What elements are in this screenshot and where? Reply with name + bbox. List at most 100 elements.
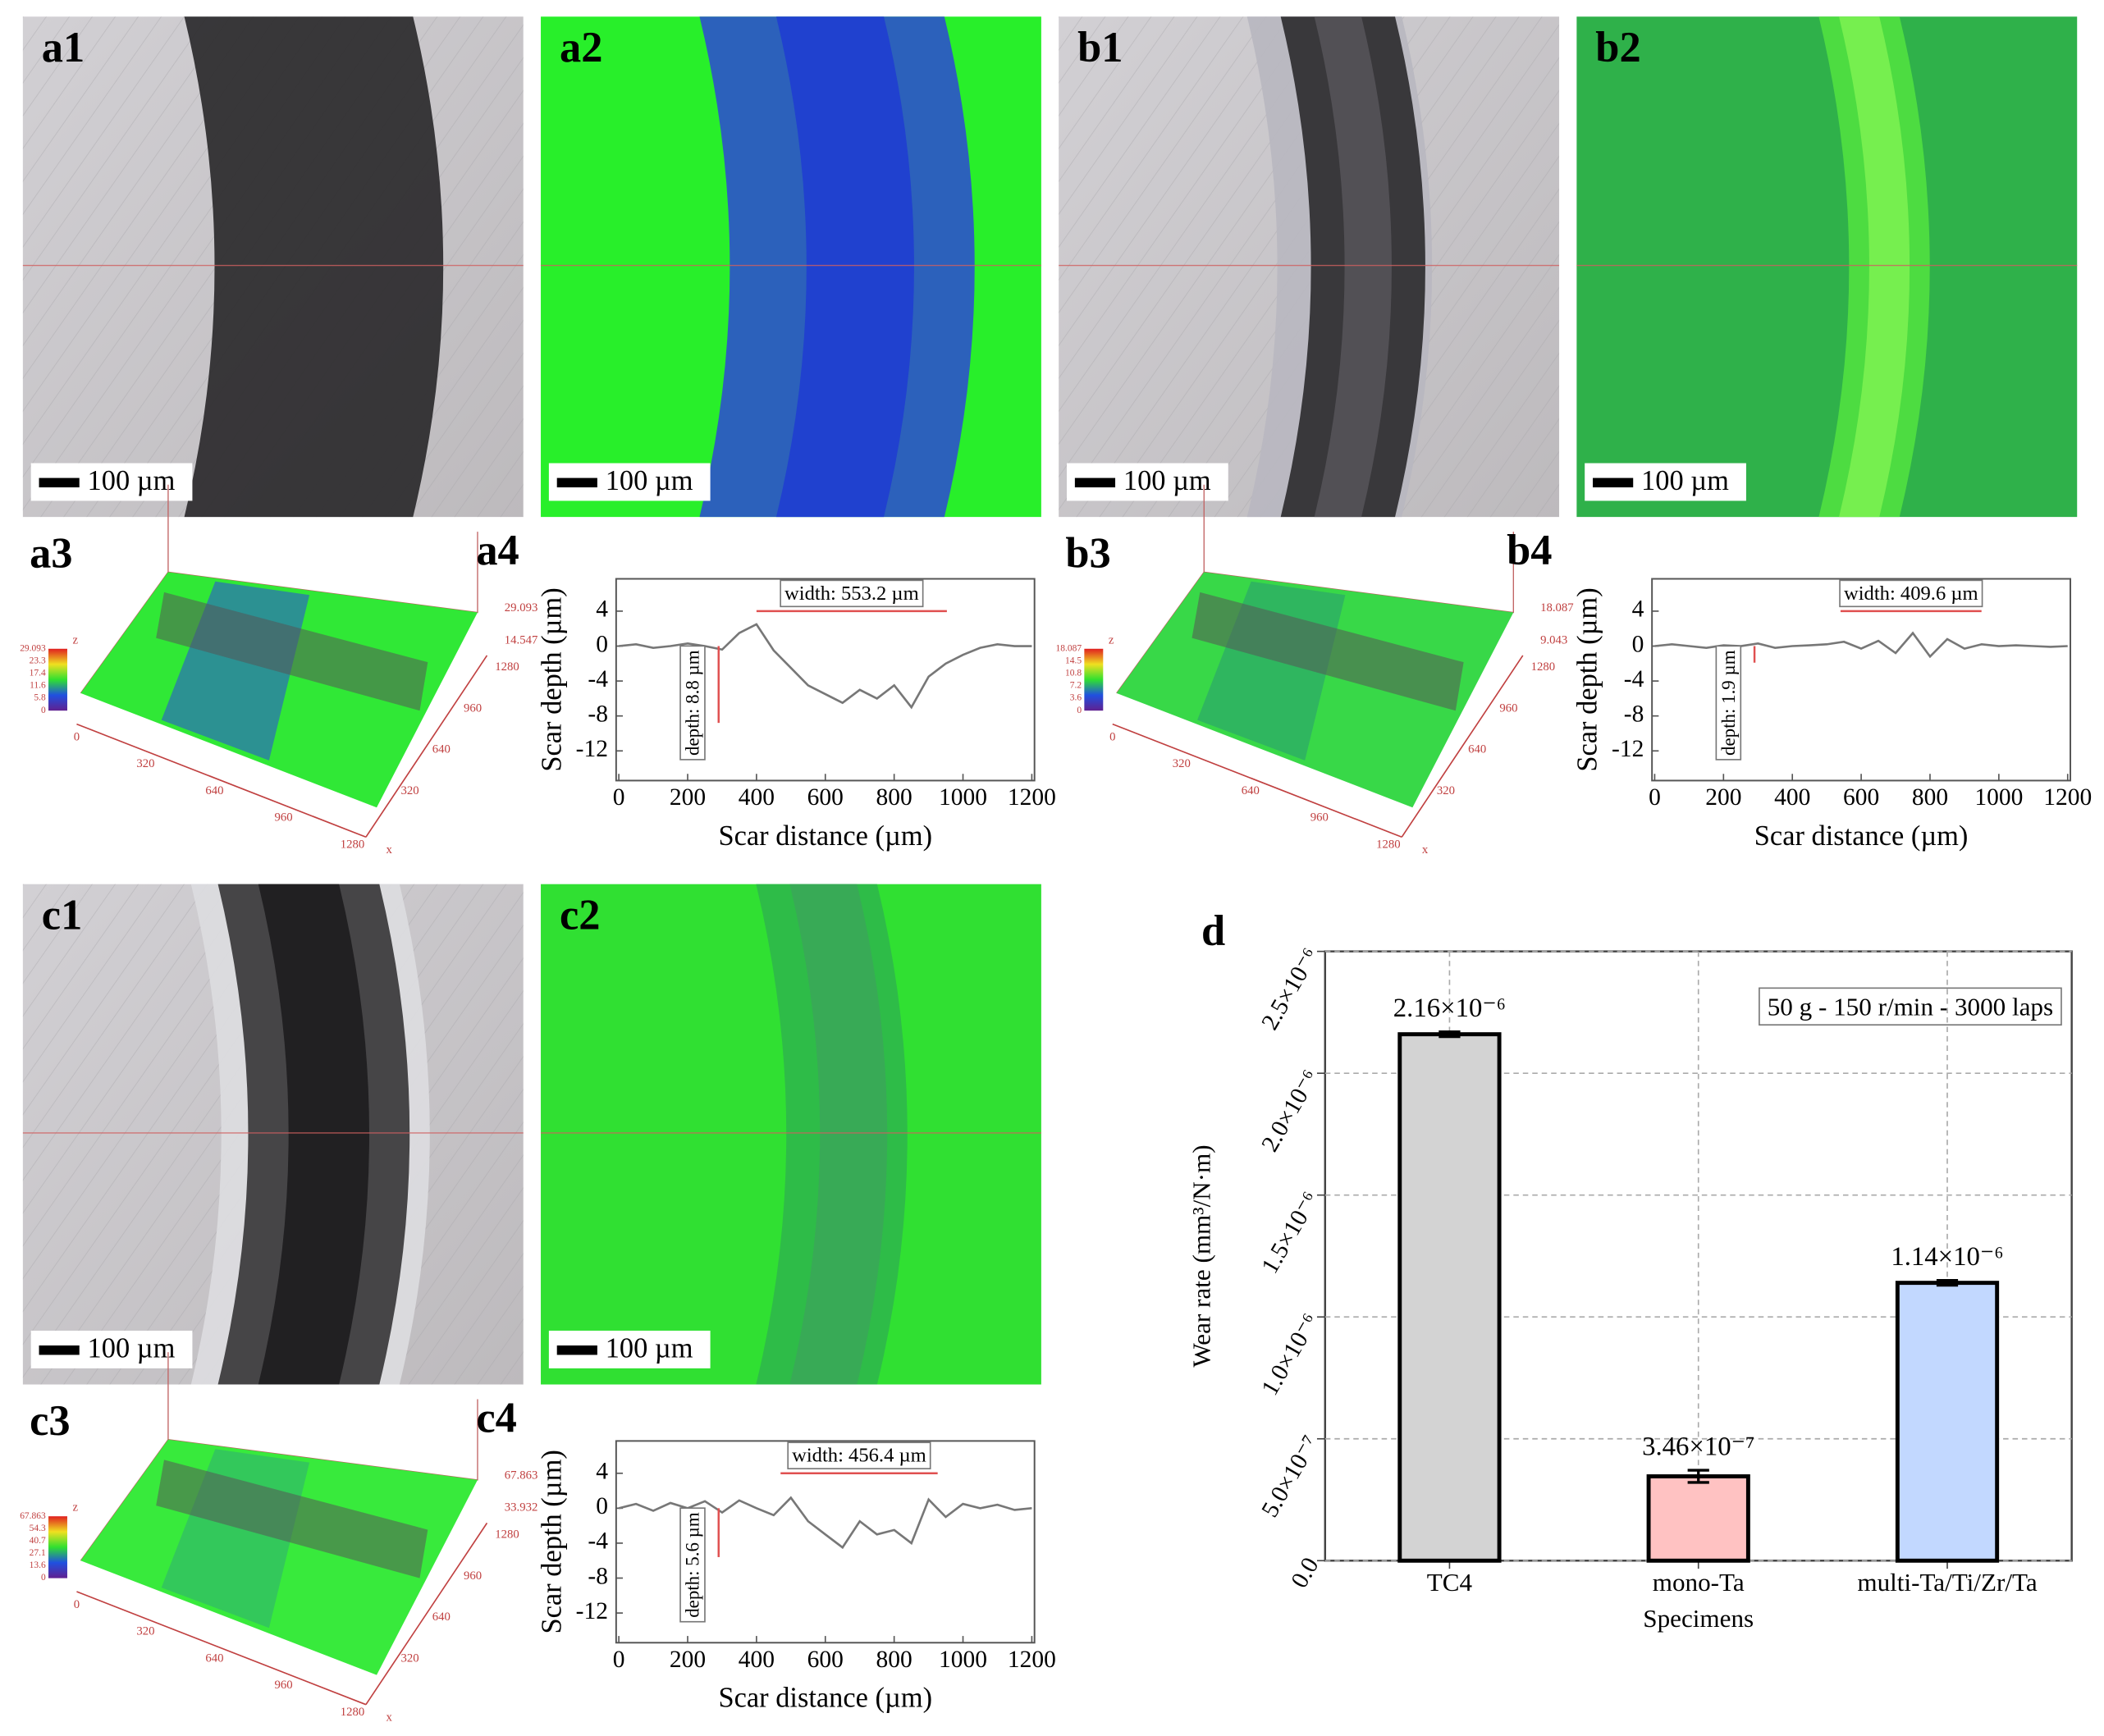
y-axis-label: Scar depth (µm) — [1572, 587, 1603, 771]
x-tick-label: 960 — [274, 1679, 292, 1692]
x-tick-label: 400 — [1774, 784, 1810, 811]
z-tick-label: 9.043 — [1540, 633, 1567, 646]
x-tick-label: 1000 — [939, 784, 987, 811]
x-tick-label: 1200 — [2043, 784, 2092, 811]
micrograph: b2 100 µm — [1576, 16, 2078, 518]
axis-line — [365, 655, 488, 838]
y-tick-label: -12 — [1612, 736, 1644, 762]
x-tick-label: 1280 — [341, 1706, 365, 1719]
colorbar-label: 40.7 — [30, 1536, 46, 1546]
x-tick-label: 320 — [136, 757, 154, 770]
colorbar-label: 18.087 — [1056, 643, 1082, 653]
x-axis-label: Scar distance (µm) — [718, 820, 932, 852]
z-tick-label: 14.547 — [505, 633, 538, 646]
y-tick-label: -12 — [576, 736, 608, 762]
y-tick-label: -4 — [588, 666, 608, 692]
axis-name: x — [386, 1711, 393, 1724]
annotation: 50 g - 150 r/min - 3000 laps — [1768, 992, 2053, 1021]
panel-label: b3 — [1065, 529, 1110, 577]
y-tick-label: 320 — [401, 784, 419, 797]
z-tick-label: 67.863 — [505, 1469, 538, 1482]
panel-label: c4 — [476, 1394, 517, 1441]
colorbar-label: 27.1 — [30, 1548, 46, 1558]
y-tick-label: 640 — [1468, 743, 1486, 756]
y-tick-label: -8 — [588, 1563, 608, 1589]
x-tick-label: 1200 — [1008, 784, 1056, 811]
scale-bar — [1593, 477, 1634, 488]
x-tick-label: 640 — [205, 784, 223, 797]
panel-label: a3 — [30, 529, 72, 577]
label-box — [1759, 987, 2062, 1026]
plot-frame — [615, 1440, 1036, 1644]
x-tick-label: 960 — [274, 811, 292, 825]
profile-line — [1654, 631, 2068, 659]
colorbar-label: 3.6 — [1070, 693, 1082, 703]
label-box — [679, 1507, 706, 1623]
y-tick-label: 960 — [464, 1569, 482, 1583]
axis-line — [365, 1522, 488, 1706]
colorbar-label: 14.5 — [1065, 656, 1082, 665]
depth-label-group: depth: 8.8 µm — [679, 645, 706, 761]
wear-track — [258, 884, 370, 1385]
micrograph: c2 100 µm — [541, 884, 1041, 1385]
colorbar-label: 0 — [41, 1573, 46, 1583]
x-tick-label: 0 — [613, 1647, 625, 1673]
y-tick-label: 4 — [596, 1459, 608, 1485]
x-axis-label: Specimens — [1643, 1604, 1754, 1633]
image-background — [1576, 16, 2078, 518]
y-tick-label: 320 — [401, 1651, 419, 1665]
depth-label-group: depth: 5.6 µm — [679, 1507, 706, 1623]
panel-label: c1 — [42, 891, 83, 939]
z-tick-label: 29.093 — [505, 601, 538, 614]
axis-line — [76, 1591, 367, 1706]
bar — [1646, 1474, 1750, 1563]
scale-bar — [39, 1345, 80, 1355]
z-tick-label: 18.087 — [1540, 601, 1574, 614]
y-tick-label: -4 — [588, 1528, 608, 1555]
panel-label: a1 — [42, 24, 85, 71]
y-tick-label: 4 — [1632, 596, 1644, 623]
micrograph: a2 100 µm — [541, 16, 1041, 518]
micrograph: c1 100 µm — [22, 884, 524, 1385]
surface-plot: b3 0 320 640 960 1280 320 640 960 1280 18.087 9.043… — [1056, 484, 1574, 857]
y-tick-label: 1280 — [495, 660, 519, 674]
axis-line — [1112, 723, 1402, 838]
depth-label: depth: 1.9 µm — [1718, 650, 1739, 756]
x-tick-label: 0 — [1649, 784, 1661, 811]
panel-label: b2 — [1595, 24, 1640, 71]
y-tick-label: 0 — [596, 1493, 608, 1519]
y-tick-label: 640 — [432, 743, 451, 756]
y-tick-label: -8 — [1624, 701, 1644, 727]
y-tick-label: 0 — [1632, 631, 1644, 657]
y-axis-label: Scar depth (µm) — [536, 1450, 567, 1633]
value-label: 3.46×10⁻⁷ — [1642, 1432, 1754, 1461]
colorbar-label: 0 — [1077, 706, 1082, 715]
x-tick-label: TC4 — [1427, 1568, 1473, 1597]
colorbar-label: 13.6 — [30, 1560, 46, 1570]
y-tick-label: 1280 — [495, 1528, 519, 1542]
y-tick-label: 2.0×10⁻⁶ — [1256, 1066, 1324, 1156]
x-tick-label: 0 — [1109, 730, 1115, 743]
x-tick-label: 800 — [1912, 784, 1948, 811]
colorbar — [48, 1516, 67, 1578]
scale-bar — [556, 477, 597, 488]
colorbar-label: 17.4 — [30, 669, 46, 678]
x-tick-label: multi-Ta/Ti/Zr/Ta — [1857, 1568, 2037, 1597]
scale-bar — [556, 1345, 597, 1355]
plot-frame — [1651, 578, 2071, 782]
section-plane — [156, 1460, 428, 1578]
scale-bar-label: 100 µm — [606, 1332, 693, 1364]
z-tick-label: 33.932 — [505, 1501, 538, 1514]
y-tick-label: 1280 — [1531, 660, 1556, 674]
x-axis-label: Scar distance (µm) — [1754, 820, 1969, 852]
x-tick-label: 1280 — [1376, 838, 1401, 852]
bar — [1895, 1281, 2000, 1563]
panel-label: d — [1201, 907, 1225, 955]
plot-frame — [615, 578, 1036, 782]
colorbar-label: 29.093 — [20, 643, 46, 653]
x-tick-label: 600 — [807, 1647, 844, 1673]
scale-bar — [1074, 477, 1116, 488]
label-box — [787, 1441, 931, 1469]
